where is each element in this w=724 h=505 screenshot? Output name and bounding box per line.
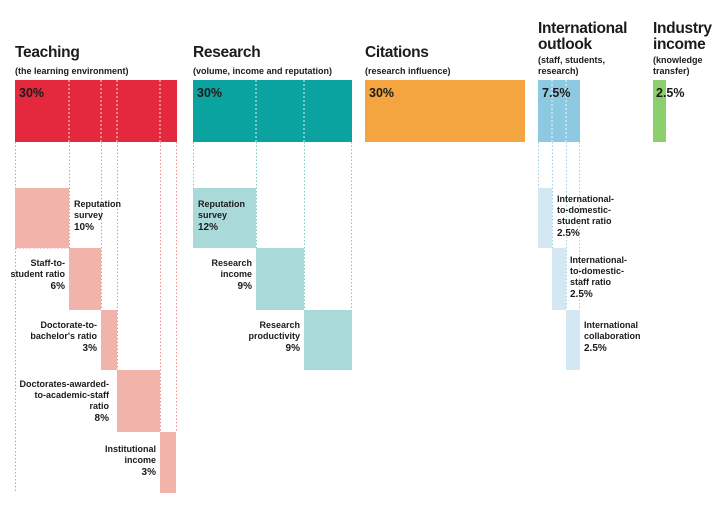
industry-heading-line2: income [653,36,706,53]
teaching-reputation-block [15,188,69,248]
teaching-bar [15,80,177,142]
research-subtitle: (volume, income and reputation) [193,66,333,76]
teaching-staff-ratio-block [69,248,101,310]
international-heading-line2: outlook [538,36,592,53]
international-connectors [538,142,580,310]
intl-collaboration-block [566,310,580,370]
research-components [193,188,352,370]
international-subtitle-line2: research) [538,66,579,76]
international-bar [538,80,580,142]
teaching-reputation-label: Reputation survey 10% [74,199,121,233]
intl-staff-ratio-block [552,248,566,310]
research-reputation-label: Reputation survey 12% [198,199,245,233]
intl-student-ratio-label: International-to-domestic-student ratio … [557,194,615,239]
intl-collaboration-label: International collaboration 2.5% [584,320,641,354]
teaching-doctorates-awarded-block [117,370,160,432]
intl-student-ratio-block [538,188,552,248]
teaching-doctorate-bachelor-label: Doctorate-to-bachelor's ratio 3% [30,320,97,354]
industry-heading-line1: Industry [653,20,712,37]
teaching-heading: Teaching [15,44,80,61]
teaching-weight: 30% [19,86,45,100]
international-subtitle: (staff, students, research) [538,55,605,77]
citations-heading: Citations [365,44,429,61]
research-income-block [256,248,304,310]
research-weight: 30% [197,86,223,100]
industry-heading: Industry income [653,21,712,53]
research-heading: Research [193,44,261,61]
research-income-label: Research income 9% [211,258,252,292]
teaching-subtitle: (the learning environment) [15,66,129,76]
industry-weight: 2.5% [656,86,685,100]
research-connectors [193,142,352,310]
teaching-connectors [15,142,177,493]
industry-subtitle: (knowledge transfer) [653,55,703,77]
research-reputation-block [193,188,256,248]
teaching-doctorates-awarded-label: Doctorates-awarded-to-academic-staff rati… [19,379,109,424]
research-productivity-block [304,310,352,370]
teaching-institutional-income-block [160,432,176,493]
international-subtitle-line1: (staff, students, [538,55,606,65]
international-heading: International outlook [538,21,627,53]
citations-weight: 30% [369,86,395,100]
industry-subtitle-line1: (knowledge [653,55,703,65]
industry-subtitle-line2: transfer) [653,66,690,76]
intl-staff-ratio-label: International-to-domestic-staff ratio 2.… [570,255,628,300]
citations-subtitle: (research influence) [365,66,451,76]
teaching-doctorate-bachelor-block [101,310,117,370]
research-bar [193,80,352,142]
international-heading-line1: International [538,20,628,37]
citations-bar [365,80,525,142]
teaching-components [15,188,176,493]
teaching-institutional-income-label: Institutional income 3% [105,444,156,478]
industry-bar [653,80,666,142]
international-components [538,188,580,370]
research-productivity-label: Research productivity 9% [248,320,300,354]
teaching-staff-ratio-label: Staff-to-student ratio 6% [10,258,65,292]
international-weight: 7.5% [542,86,571,100]
